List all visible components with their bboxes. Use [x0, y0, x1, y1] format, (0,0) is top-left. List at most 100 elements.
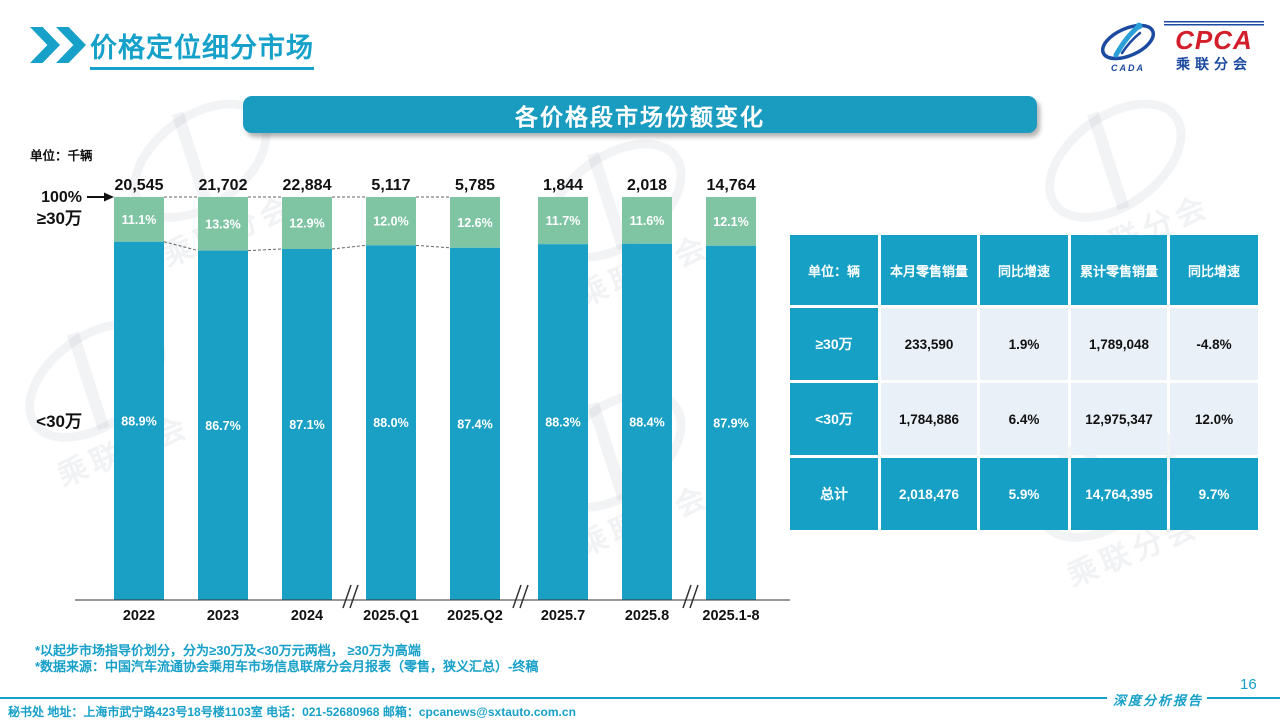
table-cell: 2,018,476	[881, 458, 977, 530]
bar-segment-ge30	[114, 197, 164, 242]
cada-swoosh-icon: CADA	[1096, 17, 1160, 77]
axis-break-icon	[519, 584, 529, 609]
bar-pct-lt30: 88.3%	[545, 416, 580, 430]
bar-segment-ge30	[366, 197, 416, 246]
table-cell: 1.9%	[980, 308, 1068, 380]
bar-pct-ge30: 12.6%	[457, 216, 492, 230]
chevron-right-icon	[30, 27, 60, 63]
table-header-cell: 同比增速	[1170, 235, 1258, 305]
footer-rule	[1207, 697, 1280, 699]
footer-rule	[0, 697, 1107, 699]
bar-total-label: 5,785	[455, 177, 495, 194]
axis-break-icon	[682, 584, 692, 609]
bar-total-label: 21,702	[199, 177, 248, 194]
bar-total-label: 1,844	[543, 177, 583, 194]
bar-segment-ge30	[538, 197, 588, 245]
x-axis-tick-label: 2025.1-8	[702, 608, 759, 624]
cpca-sub-label: 乘联分会	[1176, 55, 1252, 72]
footnote-line: *数据来源：中国汽车流通协会乘用车市场信息联席分会月报表（零售，狭义汇总）-终稿	[35, 659, 539, 674]
bar-pct-ge30: 11.7%	[546, 214, 581, 228]
report-type-label: 深度分析报告	[1113, 694, 1204, 709]
page-number: 16	[1240, 676, 1257, 693]
bar-segment-ge30	[622, 197, 672, 244]
y-axis-100-label: 100%	[41, 189, 82, 206]
bar-segment-lt30	[538, 244, 588, 600]
chevron-right-icon	[56, 27, 86, 63]
table-cell: 9.7%	[1170, 458, 1258, 530]
bar-pct-ge30: 11.1%	[122, 213, 157, 227]
x-axis-tick-label: 2024	[291, 608, 323, 624]
chart-unit-label: 单位：千辆	[30, 149, 93, 163]
bar-pct-ge30: 12.1%	[713, 215, 748, 229]
bar-total-label: 5,117	[371, 177, 410, 194]
bar-segment-lt30	[706, 245, 756, 600]
footnotes: *以起步市场指导价划分，分为≥30万及<30万元两档， ≥30万为高端 *数据来…	[35, 643, 538, 675]
bar-pct-ge30: 11.6%	[630, 214, 665, 228]
axis-break-icon	[349, 584, 359, 609]
bar-pct-lt30: 87.4%	[457, 417, 492, 431]
table-cell: 6.4%	[980, 383, 1068, 455]
arrow-head-icon	[104, 192, 114, 202]
bar-segment-lt30	[198, 250, 248, 600]
bar-pct-ge30: 12.0%	[373, 215, 408, 229]
bar-segment-ge30	[198, 197, 248, 251]
bar-pct-lt30: 86.7%	[205, 419, 240, 433]
table-cell: 12.0%	[1170, 383, 1258, 455]
cpca-logo: CADA CPCA 乘联分会	[1096, 16, 1268, 78]
bar-pct-lt30: 87.9%	[713, 416, 748, 430]
table-cell: 5.9%	[980, 458, 1068, 530]
footnote-line: *以起步市场指导价划分，分为≥30万及<30万元两档， ≥30万为高端	[35, 643, 421, 658]
bar-pct-lt30: 88.0%	[373, 416, 408, 430]
bar-segment-lt30	[450, 247, 500, 600]
table-cell: 1,789,048	[1071, 308, 1167, 380]
bar-segment-ge30	[450, 197, 500, 248]
table-cell: 233,590	[881, 308, 977, 380]
x-axis-tick-label: 2023	[207, 608, 239, 624]
x-axis-tick-label: 2022	[123, 608, 155, 624]
bar-pct-lt30: 87.1%	[289, 418, 324, 432]
table-row-label: 总计	[790, 458, 878, 530]
x-axis-tick-label: 2025.7	[541, 608, 585, 624]
table-cell: 12,975,347	[1071, 383, 1167, 455]
connector-dashed-boundary	[415, 244, 451, 249]
bar-segment-lt30	[114, 241, 164, 600]
bar-pct-lt30: 88.4%	[629, 415, 664, 429]
x-axis-tick-label: 2025.8	[625, 608, 669, 624]
bar-total-label: 20,545	[115, 177, 164, 194]
summary-table: 单位：辆 本月零售销量 同比增速 累计零售销量 同比增速 ≥30万 233,590 1.9% 1…	[790, 235, 1258, 530]
bar-segment-ge30	[706, 197, 756, 246]
bar-segment-ge30	[282, 197, 332, 249]
axis-break-icon	[512, 584, 522, 609]
cada-label: CADA	[1111, 63, 1145, 73]
bar-segment-lt30	[622, 243, 672, 601]
axis-break-icon	[689, 584, 699, 609]
series-label-ge30: ≥30万	[37, 209, 82, 228]
table-row-label: ≥30万	[790, 308, 878, 380]
bar-segment-lt30	[282, 248, 332, 600]
cpca-stripes-icon	[1164, 20, 1264, 27]
axis-break-icon	[342, 584, 352, 609]
series-label-lt30: <30万	[36, 412, 82, 431]
connector-dashed-boundary	[331, 244, 367, 250]
table-cell: -4.8%	[1170, 308, 1258, 380]
bar-segment-lt30	[366, 245, 416, 601]
x-axis-tick-label: 2025.Q1	[363, 608, 419, 624]
table-header-cell: 同比增速	[980, 235, 1068, 305]
table-header-cell: 本月零售销量	[881, 235, 977, 305]
page-title: 价格定位细分市场	[90, 26, 314, 70]
contact-info: 秘书处 地址：上海市武宁路423号18号楼1103室 电话：021-526809…	[8, 705, 576, 719]
cpca-wordmark: CPCA 乘联分会	[1164, 20, 1264, 74]
bar-total-label: 2,018	[627, 177, 667, 194]
table-unit-header: 单位：辆	[790, 235, 878, 305]
bar-pct-ge30: 13.3%	[205, 217, 240, 231]
bar-total-label: 22,884	[283, 177, 332, 194]
stacked-bar-chart: 20,545 11.1% 88.9% 2022 21,702 13.3% 86.7% 2023…	[36, 177, 790, 624]
chart-title-banner: 各价格段市场份额变化	[243, 96, 1037, 133]
bar-pct-lt30: 88.9%	[121, 414, 156, 428]
bar-pct-ge30: 12.9%	[289, 216, 324, 230]
bar-total-label: 14,764	[707, 177, 756, 194]
x-axis-tick-label: 2025.Q2	[447, 608, 503, 624]
table-cell: 14,764,395	[1071, 458, 1167, 530]
table-row-label: <30万	[790, 383, 878, 455]
connector-dashed-boundary	[163, 241, 199, 252]
